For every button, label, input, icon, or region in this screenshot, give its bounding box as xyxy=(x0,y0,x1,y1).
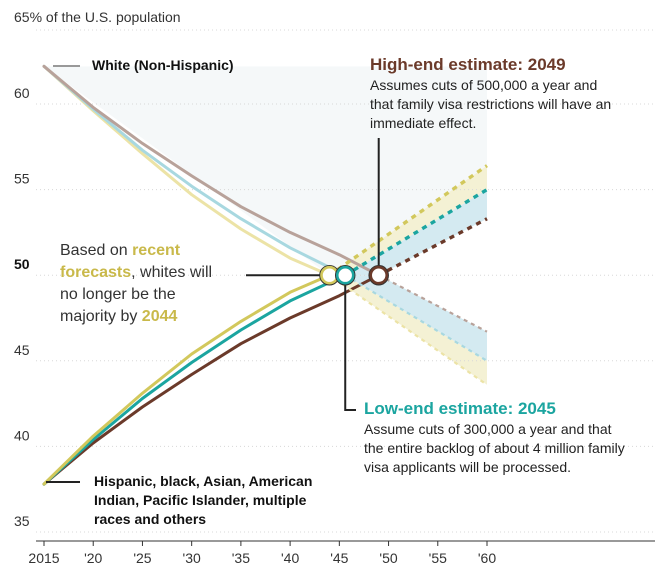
white-series-label: White (Non-Hispanic) xyxy=(92,57,234,73)
high-end-text-1: Assumes cuts of 500,000 a year and xyxy=(370,77,598,93)
annotation-leaders xyxy=(46,65,380,483)
x-tick-2025: '25 xyxy=(133,550,151,566)
x-tick-2055: '55 xyxy=(429,550,447,566)
forecast-highlight-forecasts: forecasts xyxy=(60,264,132,281)
x-tick-2015: 2015 xyxy=(28,550,59,566)
high-end-heading: High-end estimate: 2049 xyxy=(370,55,566,74)
y-tick-60: 60 xyxy=(14,85,30,101)
low-end-text-3: visa applicants will be processed. xyxy=(364,459,571,475)
low-end-annotation: Low-end estimate: 2045 Assume cuts of 30… xyxy=(364,398,660,477)
minority-label-line-3: races and others xyxy=(94,511,207,527)
y-tick-50: 50 xyxy=(14,256,30,272)
minority-band-recent xyxy=(329,165,487,276)
x-tick-2040: '40 xyxy=(281,550,299,566)
y-tick-35: 35 xyxy=(14,513,30,529)
recent-forecast-annotation: Based on recent forecasts, whites will n… xyxy=(60,240,260,328)
projection-minority-low-proj xyxy=(344,188,488,277)
forecast-highlight-recent: recent xyxy=(132,242,181,259)
low-end-text-1: Assume cuts of 300,000 a year and that xyxy=(364,421,612,437)
forecast-line-4: majority by 2044 xyxy=(60,306,260,328)
line-white-high xyxy=(42,64,381,277)
x-tick-2020: '20 xyxy=(84,550,102,566)
y-tick-40: 40 xyxy=(14,427,30,443)
x-tick-2060: '60 xyxy=(478,550,496,566)
y-axis-top-label: 65% of the U.S. population xyxy=(14,9,181,25)
marker-low xyxy=(335,265,355,285)
forecast-text-1a: Based on xyxy=(60,242,133,259)
forecast-text-4a: majority by xyxy=(60,308,142,325)
y-tick-55: 55 xyxy=(14,171,30,187)
line-minority-high xyxy=(42,273,381,486)
projection-minority-high-proj xyxy=(377,217,488,277)
projection-lines xyxy=(328,164,488,386)
crossover-markers xyxy=(319,264,389,286)
x-tick-2050: '50 xyxy=(379,550,397,566)
x-tick-2035: '35 xyxy=(232,550,250,566)
forecast-highlight-year: 2044 xyxy=(141,308,178,325)
low-end-heading: Low-end estimate: 2045 xyxy=(364,399,556,418)
projection-white-low-proj xyxy=(344,274,488,362)
low-leader xyxy=(344,284,356,411)
series-lines xyxy=(42,64,381,486)
minority-series-label: Hispanic, black, Asian, American Indian,… xyxy=(94,472,394,529)
upper-tint xyxy=(44,66,487,276)
forecast-line-1: Based on recent xyxy=(60,240,260,262)
x-axis: 2015 '20 '25 '30 '35 '40 '45 '50 '55 '60 xyxy=(28,540,655,566)
minority-label-line-2: Indian, Pacific Islander, multiple xyxy=(94,492,307,508)
forecast-line-3: no longer be the xyxy=(60,286,176,303)
low-end-text-2: the entire backlog of about 4 million fa… xyxy=(364,440,625,456)
line-minority-low xyxy=(42,273,347,486)
high-end-text-3: immediate effect. xyxy=(370,115,477,131)
x-tick-2045: '45 xyxy=(330,550,348,566)
forecast-text-2b: , whites will xyxy=(131,264,213,281)
y-axis: 35 40 45 50 55 60 xyxy=(14,85,30,529)
white-band-recent xyxy=(329,275,487,385)
line-minority-recent xyxy=(42,273,331,486)
y-tick-45: 45 xyxy=(14,342,30,358)
high-end-text-2: that family visa restrictions will have … xyxy=(370,96,612,112)
forecast-line-2: forecasts, whites will xyxy=(60,262,260,284)
minority-label-line-1: Hispanic, black, Asian, American xyxy=(94,473,313,489)
x-tick-2030: '30 xyxy=(183,550,201,566)
marker-high xyxy=(369,265,389,285)
high-end-annotation: High-end estimate: 2049 Assumes cuts of … xyxy=(370,54,660,133)
projection-minority-recent-proj xyxy=(328,164,488,277)
